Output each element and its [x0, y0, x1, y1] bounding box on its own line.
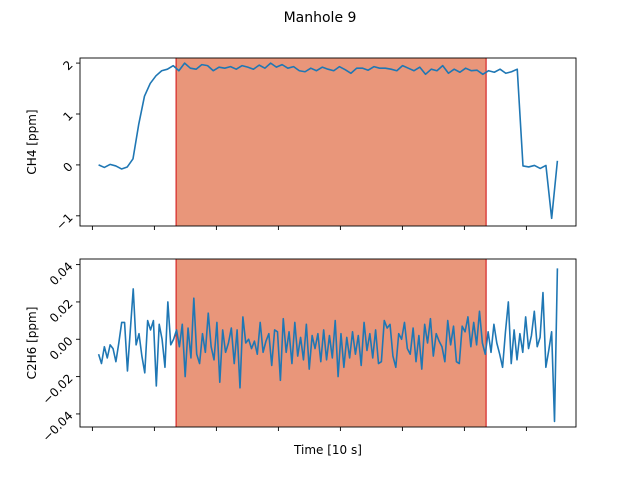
- c2h6-ytick-label: 0.00: [47, 334, 76, 363]
- ch4-ytick-label: −1: [53, 211, 75, 233]
- ch4-highlight-span: [176, 58, 487, 226]
- xlabel: Time [10 s]: [293, 443, 362, 457]
- ch4-ylabel: CH4 [ppm]: [25, 109, 39, 174]
- c2h6-axes-frame: [79, 258, 577, 428]
- c2h6-ytick-label: −0.02: [40, 371, 76, 407]
- chart-title: Manhole 9: [284, 10, 357, 26]
- c2h6-ytick-label: 0.02: [47, 297, 76, 326]
- c2h6-ytick-label: 0.04: [47, 259, 76, 288]
- c2h6-series-line: [97, 268, 559, 423]
- ch4-panel: −1 0 1 2 CH4 [ppm]: [25, 57, 577, 233]
- ch4-ytick-label: 2: [60, 58, 75, 73]
- ch4-axes-frame: [79, 57, 577, 227]
- ch4-ytick-label: 1: [60, 109, 75, 124]
- c2h6-ytick-label: −0.04: [40, 409, 76, 445]
- ch4-series-line: [98, 62, 559, 220]
- c2h6-ylabel: C2H6 [ppm]: [25, 307, 39, 380]
- c2h6-panel: −0.04−0.02 0.00 0.02 0.04 C2H6 [ppm] Time [10…: [25, 258, 577, 457]
- ch4-ytick-label: 0: [60, 160, 75, 175]
